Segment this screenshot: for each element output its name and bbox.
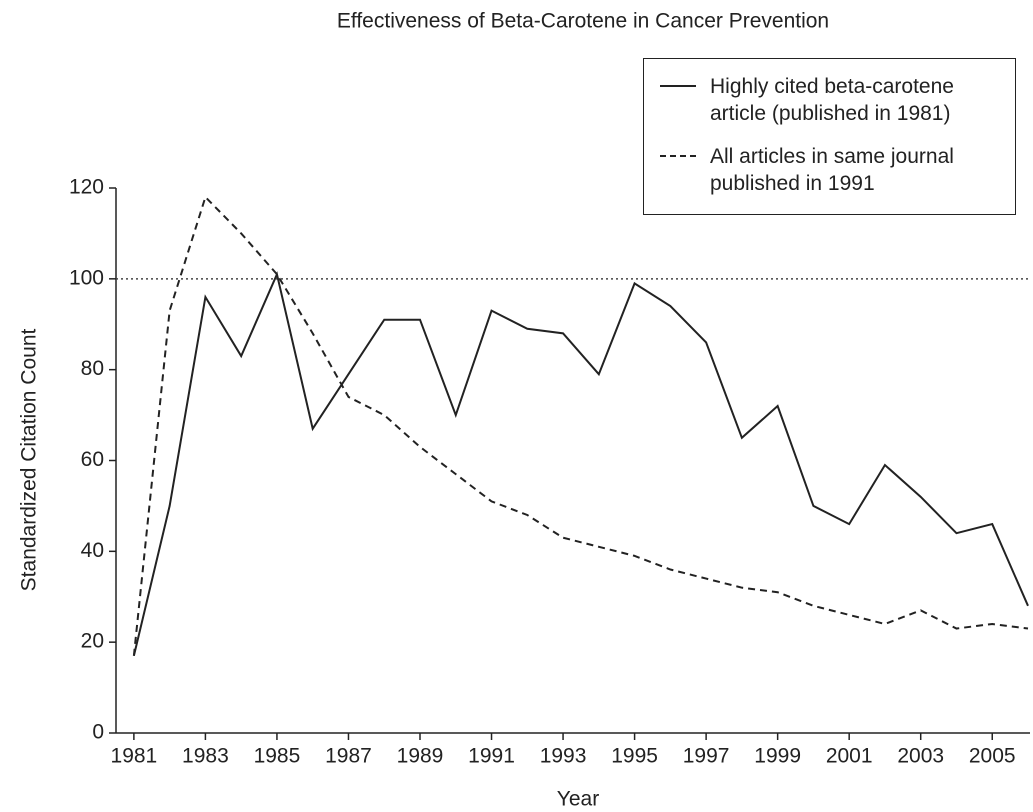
x-tick-label: 1989 bbox=[397, 745, 444, 768]
y-tick-label: 120 bbox=[69, 176, 104, 199]
legend-swatch bbox=[660, 85, 696, 87]
x-tick-label: 2001 bbox=[826, 745, 873, 768]
x-tick-label: 1997 bbox=[683, 745, 730, 768]
x-tick-label: 1991 bbox=[468, 745, 515, 768]
x-tick-label: 1981 bbox=[111, 745, 158, 768]
y-tick-label: 60 bbox=[81, 448, 104, 471]
x-axis-label: Year bbox=[557, 788, 599, 811]
x-tick-label: 2005 bbox=[969, 745, 1016, 768]
x-tick-label: 1993 bbox=[540, 745, 587, 768]
series-line bbox=[132, 271, 1029, 657]
y-tick-label: 100 bbox=[69, 266, 104, 289]
legend-item: Highly cited beta-carotene article (publ… bbox=[644, 73, 1010, 127]
y-tick-label: 80 bbox=[81, 357, 104, 380]
legend: Highly cited beta-carotene article (publ… bbox=[643, 58, 1016, 215]
y-axis-label: Standardized Citation Count bbox=[18, 329, 41, 592]
legend-label: Highly cited beta-carotene article (publ… bbox=[710, 75, 954, 125]
x-tick-label: 1999 bbox=[754, 745, 801, 768]
legend-swatch bbox=[660, 155, 696, 157]
y-tick-label: 20 bbox=[81, 630, 104, 653]
series-line bbox=[132, 195, 1029, 656]
chart-title: Effectiveness of Beta-Carotene in Cancer… bbox=[337, 10, 829, 33]
x-tick-label: 1983 bbox=[182, 745, 229, 768]
x-tick-label: 2003 bbox=[897, 745, 944, 768]
x-tick-label: 1985 bbox=[254, 745, 301, 768]
x-tick-label: 1995 bbox=[611, 745, 658, 768]
x-tick-label: 1987 bbox=[325, 745, 372, 768]
y-tick-label: 0 bbox=[92, 721, 104, 744]
legend-label: All articles in same journal published i… bbox=[710, 145, 954, 195]
legend-item: All articles in same journal published i… bbox=[644, 143, 1010, 197]
y-tick-label: 40 bbox=[81, 539, 104, 562]
